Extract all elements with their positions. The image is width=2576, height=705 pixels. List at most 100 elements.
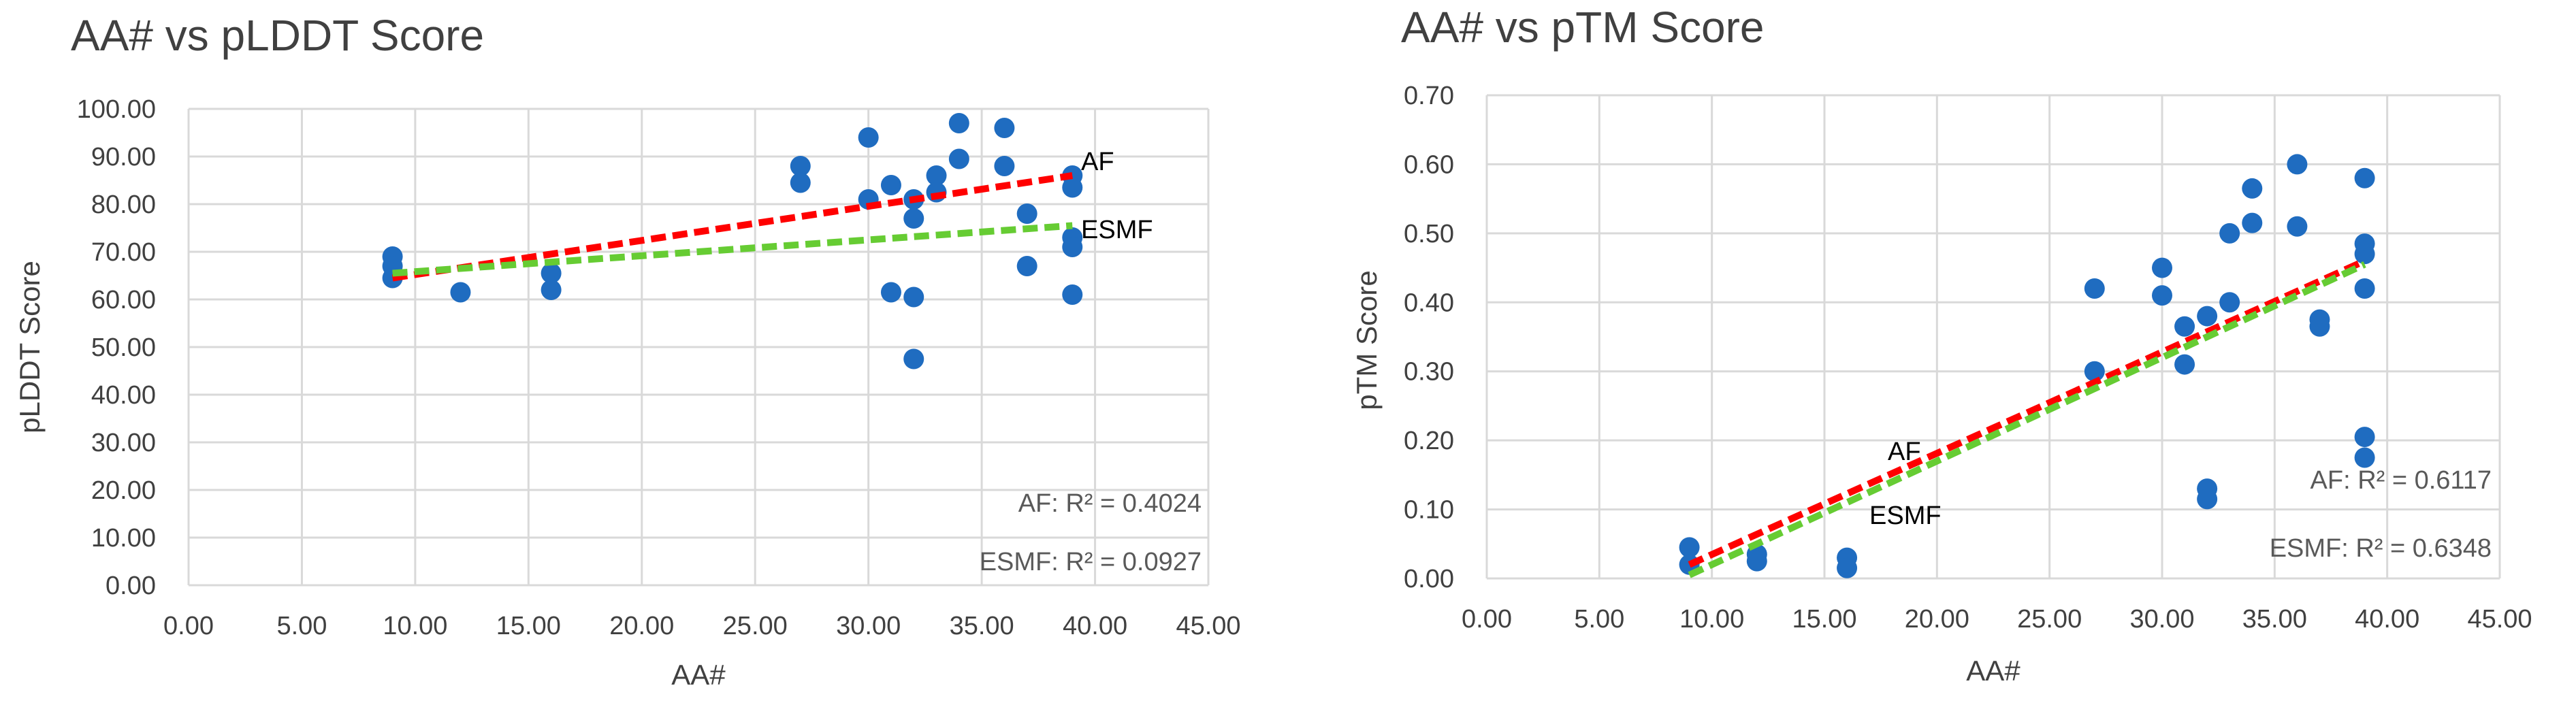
x-tick-label: 0.00 (1462, 605, 1512, 634)
data-point (1062, 237, 1083, 257)
data-point (2084, 278, 2105, 299)
data-point (2084, 361, 2105, 382)
x-tick-label: 30.00 (836, 612, 901, 640)
x-tick-label: 30.00 (2129, 605, 2194, 634)
data-point (858, 127, 879, 148)
chart-title: AA# vs pTM Score (1401, 3, 1765, 52)
x-tick-label: 20.00 (1905, 605, 1969, 634)
data-point (2242, 212, 2263, 233)
data-point (790, 172, 811, 193)
data-point (2354, 278, 2375, 299)
data-point (2152, 257, 2172, 278)
x-tick-label: 15.00 (496, 612, 561, 640)
data-point (1837, 557, 1858, 578)
x-tick-label: 40.00 (2355, 605, 2419, 634)
y-tick-label: 0.60 (1404, 150, 1454, 179)
af-r2-label: AF: R² = 0.6117 (2311, 466, 2492, 495)
data-point (2174, 316, 2195, 337)
af-trendline (391, 172, 1074, 282)
y-tick-label: 80.00 (91, 191, 156, 219)
y-tick-label: 0.50 (1404, 220, 1454, 248)
af-series-label: AF (1081, 148, 1114, 176)
data-point (1746, 551, 1767, 572)
y-tick-label: 60.00 (91, 286, 156, 314)
y-tick-label: 40.00 (91, 381, 156, 410)
af-r2-label: AF: R² = 0.4024 (1018, 489, 1202, 518)
data-point (2354, 244, 2375, 265)
data-point (903, 286, 924, 308)
x-tick-label: 25.00 (2017, 605, 2082, 634)
data-point (2354, 427, 2375, 448)
data-point (880, 282, 901, 303)
data-point (1062, 177, 1083, 198)
esmf-series-label: ESMF (1869, 502, 1942, 530)
chart-ptm: AA# vs pTM Score 0.00 0.10 0.20 0.30 0.40 0.50… (1351, 3, 2532, 687)
y-axis-label: pLDDT Score (14, 261, 46, 433)
data-point (1016, 256, 1037, 276)
chart-title: AA# vs pLDDT Score (71, 11, 484, 60)
data-point (1062, 284, 1083, 305)
data-point (994, 118, 1015, 138)
y-tick-label: 0.00 (1404, 565, 1454, 593)
y-tick-label: 20.00 (91, 476, 156, 505)
data-point (450, 282, 471, 303)
x-tick-label: 35.00 (2242, 605, 2307, 634)
y-tick-label: 70.00 (91, 238, 156, 267)
data-point (880, 175, 901, 195)
data-point (2287, 216, 2308, 237)
x-tick-label: 5.00 (276, 612, 327, 640)
data-point (2309, 316, 2330, 337)
y-tick-label: 30.00 (91, 429, 156, 457)
data-point (541, 263, 562, 284)
esmf-series-label: ESMF (1081, 216, 1153, 244)
x-tick-label: 35.00 (950, 612, 1014, 640)
x-axis-label: AA# (1966, 655, 2020, 687)
x-tick-label: 10.00 (1679, 605, 1744, 634)
data-point (948, 113, 969, 133)
x-tick-label: 45.00 (1176, 612, 1240, 640)
data-point (2174, 354, 2195, 375)
y-tick-label: 100.00 (77, 95, 156, 124)
data-point (1679, 537, 1700, 558)
data-point (903, 208, 924, 229)
x-axis-label: AA# (671, 659, 726, 691)
y-tick-label: 0.40 (1404, 289, 1454, 317)
y-tick-label: 0.20 (1404, 427, 1454, 455)
y-tick-label: 0.10 (1404, 496, 1454, 525)
data-point (2242, 178, 2263, 199)
af-trendline (1688, 257, 2366, 568)
data-point (2219, 223, 2240, 244)
chart-plddt: AA# vs pLDDT Score 0.00 10.00 20.00 30.00 40.… (14, 11, 1241, 691)
data-point (948, 148, 969, 169)
data-point (2354, 447, 2375, 468)
x-tick-label: 10.00 (383, 612, 447, 640)
data-point (2219, 292, 2240, 313)
data-point (903, 348, 924, 370)
data-point (2152, 285, 2172, 306)
data-point (2197, 489, 2218, 510)
data-point (790, 156, 811, 176)
data-point (2287, 154, 2308, 175)
x-tick-label: 5.00 (1574, 605, 1624, 634)
y-tick-label: 0.00 (106, 572, 156, 600)
y-tick-label: 90.00 (91, 143, 156, 171)
esmf-trendline (392, 222, 1073, 277)
data-point (926, 165, 947, 186)
esmf-trendline (1688, 261, 2366, 578)
data-point (2197, 306, 2218, 327)
y-tick-label: 0.70 (1404, 82, 1454, 110)
data-point (2354, 167, 2375, 188)
data-point (1016, 203, 1037, 224)
y-tick-label: 50.00 (91, 333, 156, 362)
x-tick-label: 20.00 (609, 612, 674, 640)
af-series-label: AF (1888, 438, 1921, 466)
esmf-r2-label: ESMF: R² = 0.6348 (2270, 534, 2492, 563)
esmf-r2-label: ESMF: R² = 0.0927 (980, 548, 1202, 576)
data-point (994, 156, 1015, 176)
x-tick-label: 25.00 (723, 612, 788, 640)
data-point (541, 280, 562, 300)
x-tick-label: 45.00 (2467, 605, 2532, 634)
y-tick-label: 10.00 (91, 524, 156, 553)
x-tick-label: 15.00 (1792, 605, 1856, 634)
